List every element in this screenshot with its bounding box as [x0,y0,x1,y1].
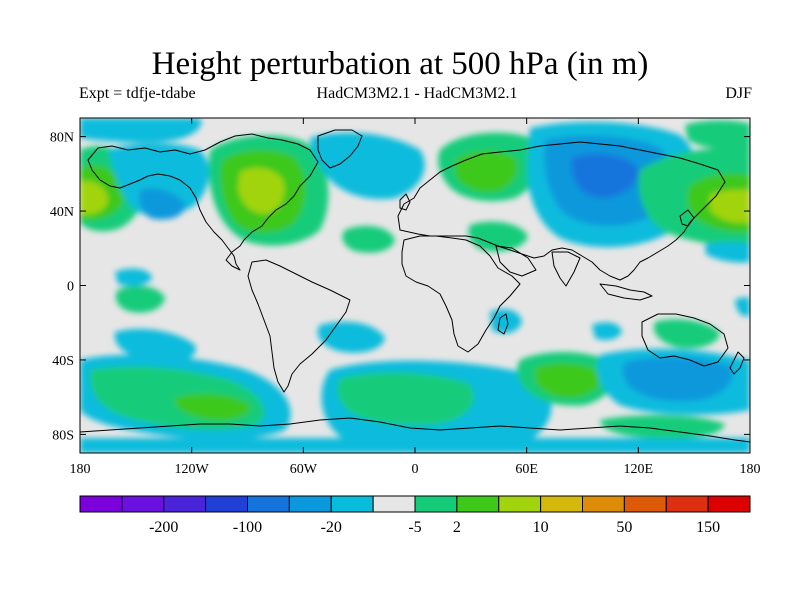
coast-eurasia [397,141,726,281]
coast-south-america [247,259,351,393]
axis-ticks: 80N 40N 0 40S 80S 180 120W 60W 0 60E 120E 180 [50,118,761,477]
coast-japan [679,209,695,227]
anomaly-region [622,357,733,402]
lon-tick-label: 0 [412,462,419,477]
colorbar-label: -5 [408,519,421,536]
colorbar-swatch [582,495,625,513]
lat-tick-label: 40N [50,205,74,220]
colorbar-swatch [665,495,709,513]
anomaly-region [114,328,196,363]
lon-tick-label: 120E [624,462,654,477]
colorbar-label: -200 [149,519,178,536]
colorbar-swatch [288,495,332,513]
anomaly-region [115,285,165,313]
colorbar-swatch [414,495,458,513]
colorbar-label: -20 [321,519,342,536]
anomaly-region [310,132,425,200]
anomaly-region [468,221,528,252]
lat-tick-label: 0 [67,280,74,295]
anomaly-region [685,120,750,151]
anomaly-region [80,181,108,215]
coast-madagascar [497,313,509,335]
model-label: HadCM3M2.1 - HadCM3M2.1 [316,85,518,102]
coast-africa [401,235,521,353]
anomaly-region [238,167,285,214]
anomaly-region [174,393,251,421]
anomaly-region [710,189,750,223]
map-title: Height perturbation at 500 hPa (in m) [151,46,649,82]
colorbar-swatch [205,495,248,513]
anomaly-region [115,268,152,286]
colorbar-label: 2 [453,519,461,536]
colorbar-swatch [79,495,123,513]
anomaly-region [80,438,750,453]
anomaly-region [342,225,395,253]
coast-uk [399,193,411,211]
colorbar-label: 150 [696,519,720,536]
anomaly-region [108,143,210,217]
lat-tick-label: 40S [52,354,74,369]
colorbar-swatch [330,495,374,513]
anomaly-region [535,363,602,398]
coast-arabia [495,245,537,277]
colorbar-swatch [247,495,290,513]
lon-tick-label: 60W [290,462,318,477]
coast-north-america [87,133,319,271]
coast-india [551,251,581,287]
anomaly-region [337,372,474,426]
coast-greenland [317,129,363,169]
lon-tick-label: 180 [740,462,761,477]
coast-australia [641,313,729,367]
lon-tick-label: 60E [515,462,538,477]
lat-tick-label: 80N [50,131,74,146]
anomaly-region [705,241,750,263]
season-label: DJF [725,85,752,102]
anomaly-region [455,150,518,193]
anomaly-region [600,415,725,439]
colorbar-swatch [623,495,667,513]
anomaly-region [653,319,720,349]
colorbar-label: 10 [533,519,549,536]
anomaly-region [139,188,185,220]
anomaly-region [571,153,639,198]
coast-antarctica [80,417,750,443]
experiment-label: Expt = tdfje-tdabe [79,85,196,102]
colorbar-swatch [540,495,583,513]
colorbar-swatch [456,495,500,513]
height-anomaly-contours [80,118,750,453]
lat-tick-label: 80S [52,428,74,443]
colorbar: -200 -100 -20 -5 2 10 50 150 [79,495,751,536]
colorbar-swatch [372,495,416,513]
colorbar-swatch [498,495,542,513]
coastlines [80,129,750,443]
lon-tick-label: 180 [70,462,91,477]
colorbar-label: 50 [616,519,632,536]
colorbar-swatch [707,495,751,513]
anomaly-region [80,118,202,143]
colorbar-label: -100 [233,519,262,536]
map-area [80,118,750,453]
anomaly-region [317,321,385,353]
coast-new-zealand [729,351,745,375]
anomaly-region [735,297,750,317]
anomaly-region [592,322,622,340]
colorbar-swatch [121,495,165,513]
colorbar-swatch [163,495,207,513]
coast-indonesia [599,283,653,301]
lon-tick-label: 120W [175,462,210,477]
